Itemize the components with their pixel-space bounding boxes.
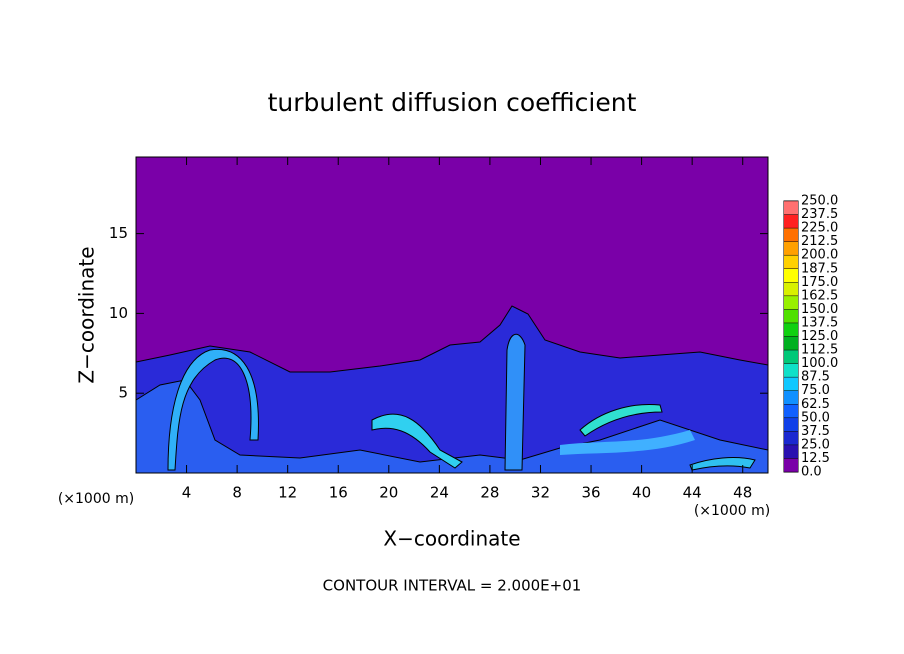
field-streak xyxy=(560,430,695,455)
colorbar-label: 200.0 xyxy=(801,248,838,263)
colorbar-label: 12.5 xyxy=(801,451,830,466)
colorbar-swatch xyxy=(784,377,798,391)
y-tick-label: 10 xyxy=(109,304,128,322)
x-tick-label: 36 xyxy=(581,484,600,502)
colorbar-swatch xyxy=(784,201,798,215)
colorbar-label: 100.0 xyxy=(801,356,838,371)
x-axis-label: X−coordinate xyxy=(383,527,520,551)
x-unit: (×1000 m) xyxy=(694,503,770,519)
x-tick-label: 40 xyxy=(632,484,651,502)
colorbar-swatch xyxy=(784,309,798,323)
field-streak xyxy=(167,348,259,471)
colorbar-label: 25.0 xyxy=(801,437,830,452)
colorbar-label: 0.0 xyxy=(801,465,822,480)
colorbar-label: 50.0 xyxy=(801,410,830,425)
colorbar-swatch xyxy=(784,282,798,296)
colorbar-label: 212.5 xyxy=(801,234,838,249)
colorbar-label: 137.5 xyxy=(801,315,838,330)
colorbar-swatch xyxy=(784,228,798,242)
x-tick-label: 12 xyxy=(278,484,297,502)
colorbar-swatch xyxy=(784,322,798,337)
colorbar-swatch xyxy=(784,350,798,364)
colorbar-label: 37.5 xyxy=(801,424,830,439)
x-tick-label: 4 xyxy=(182,484,192,502)
y-tick-label: 5 xyxy=(118,384,128,402)
y-axis-label: Z−coordinate xyxy=(75,246,99,383)
colorbar-label: 62.5 xyxy=(801,397,830,412)
colorbar-label: 125.0 xyxy=(801,329,838,344)
field-streak xyxy=(689,457,756,471)
field-region xyxy=(135,305,769,474)
x-tick-label: 24 xyxy=(430,484,449,502)
colorbar-swatch xyxy=(784,458,798,472)
plot-frame xyxy=(135,156,769,474)
colorbar-label: 250.0 xyxy=(801,194,838,209)
colorbar-label: 237.5 xyxy=(801,207,838,222)
colorbar-label: 112.5 xyxy=(801,343,838,358)
colorbar-label: 225.0 xyxy=(801,221,838,236)
field-streak xyxy=(579,403,663,437)
colorbar-swatch xyxy=(784,390,798,405)
x-tick-label: 8 xyxy=(232,484,242,502)
colorbar-label: 162.5 xyxy=(801,288,838,303)
y-tick-label: 15 xyxy=(109,224,128,242)
z-unit: (×1000 m) xyxy=(58,491,134,507)
colorbar-label: 87.5 xyxy=(801,370,830,385)
colorbar-label: 175.0 xyxy=(801,275,838,290)
x-tick-label: 16 xyxy=(329,484,348,502)
chart-title: turbulent diffusion coefficient xyxy=(268,88,637,117)
colorbar-swatch xyxy=(784,444,798,459)
x-tick-label: 28 xyxy=(480,484,499,502)
x-tick-label: 48 xyxy=(733,484,752,502)
colorbar-label: 187.5 xyxy=(801,261,838,276)
colorbar-swatch xyxy=(784,336,798,351)
x-tick-label: 32 xyxy=(531,484,550,502)
colorbar-swatch xyxy=(784,214,798,229)
colorbar-label: 150.0 xyxy=(801,302,838,317)
x-tick-label: 20 xyxy=(379,484,398,502)
colorbar-swatch xyxy=(784,295,798,310)
footnote: CONTOUR INTERVAL = 2.000E+01 xyxy=(323,577,582,595)
colorbar-swatch xyxy=(784,255,798,269)
colorbar-swatch xyxy=(784,268,798,283)
colorbar-swatch xyxy=(784,241,798,256)
colorbar-swatch xyxy=(784,404,798,418)
colorbar-swatch xyxy=(784,431,798,445)
x-tick-label: 44 xyxy=(683,484,702,502)
field xyxy=(135,157,769,474)
field-streak xyxy=(504,333,526,471)
colorbar-swatch xyxy=(784,363,798,378)
field-streak xyxy=(371,413,463,469)
colorbar-swatch xyxy=(784,417,798,432)
colorbar-label: 75.0 xyxy=(801,383,830,398)
